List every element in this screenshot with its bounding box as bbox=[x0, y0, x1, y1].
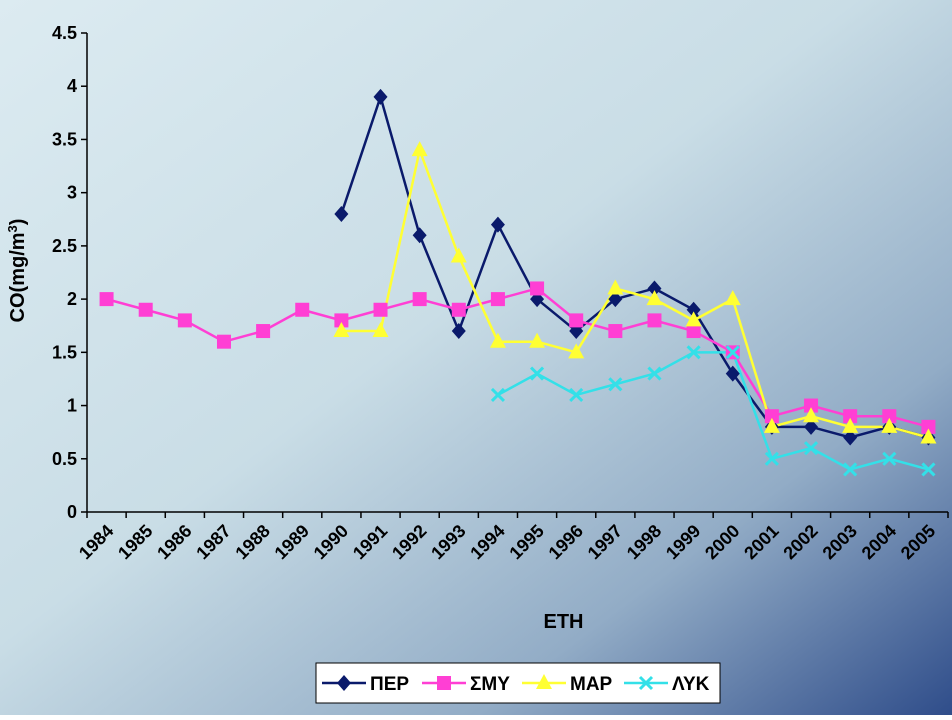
y-axis-title-base: CO(mg/m bbox=[7, 232, 29, 322]
data-point-1-21 bbox=[921, 419, 936, 434]
data-point-1-14 bbox=[647, 313, 662, 328]
data-point-2-19 bbox=[842, 417, 859, 433]
series-markers-1 bbox=[99, 281, 936, 434]
data-point-3-20 bbox=[882, 451, 897, 466]
data-point-0-14 bbox=[647, 280, 662, 297]
series-line-3 bbox=[497, 351, 929, 471]
data-point-1-13 bbox=[608, 324, 623, 339]
data-point-0-18 bbox=[804, 418, 819, 435]
data-point-2-13 bbox=[607, 279, 624, 295]
data-point-3-10 bbox=[490, 387, 505, 402]
data-point-2-15 bbox=[685, 311, 702, 327]
data-point-1-4 bbox=[256, 324, 271, 339]
y-tick-label: 1 bbox=[67, 396, 77, 416]
data-point-1-7 bbox=[373, 302, 388, 317]
y-axis-title-sup: 3 bbox=[5, 225, 20, 232]
data-point-1-9 bbox=[451, 302, 466, 317]
data-point-1-2 bbox=[177, 313, 192, 328]
series-markers bbox=[99, 88, 937, 477]
y-tick-label: 3 bbox=[67, 183, 77, 203]
legend-marker-1 bbox=[437, 676, 451, 690]
data-point-2-12 bbox=[568, 343, 585, 359]
data-point-3-13 bbox=[608, 377, 623, 392]
data-point-2-9 bbox=[450, 247, 467, 263]
y-tick-label: 0 bbox=[67, 502, 77, 522]
data-point-2-10 bbox=[489, 332, 506, 348]
y-axis-title-close: ) bbox=[7, 219, 29, 226]
legend-marker-3 bbox=[638, 675, 654, 691]
data-point-1-10 bbox=[490, 292, 505, 307]
legend-marker-0 bbox=[337, 675, 351, 691]
legend-label-3: ΛΥΚ bbox=[672, 674, 710, 695]
legend-label-0: ΠΕΡ bbox=[370, 674, 409, 695]
data-point-0-15 bbox=[686, 301, 701, 318]
y-axis-title: CO(mg/m3) bbox=[5, 219, 30, 323]
data-point-0-19 bbox=[843, 429, 858, 446]
data-point-1-15 bbox=[686, 324, 701, 339]
legend-label-2: ΜΑΡ bbox=[570, 674, 613, 695]
y-tick-label: 0.5 bbox=[52, 449, 77, 469]
data-point-0-6 bbox=[334, 205, 349, 222]
y-tick-label: 1.5 bbox=[52, 342, 77, 362]
y-tick-label: 2.5 bbox=[52, 236, 77, 256]
series-lines bbox=[106, 92, 929, 471]
data-point-3-16 bbox=[725, 345, 740, 360]
data-point-1-11 bbox=[530, 281, 545, 296]
data-point-1-3 bbox=[216, 334, 231, 349]
x-axis-title: ΕΤΗ bbox=[544, 611, 584, 633]
data-point-2-18 bbox=[803, 407, 820, 423]
legend: ΠΕΡ ΣΜΥ ΜΑΡ ΛΥΚ bbox=[315, 662, 721, 704]
data-point-1-20 bbox=[882, 409, 897, 424]
data-point-1-0 bbox=[99, 292, 114, 307]
data-point-1-8 bbox=[412, 292, 427, 307]
data-point-2-21 bbox=[920, 428, 937, 444]
data-point-2-11 bbox=[529, 332, 546, 348]
data-point-0-7 bbox=[373, 88, 388, 105]
series-line-1 bbox=[106, 287, 929, 429]
data-point-3-12 bbox=[569, 387, 584, 402]
y-tick-label: 3.5 bbox=[52, 129, 77, 149]
data-point-2-7 bbox=[372, 322, 389, 338]
data-point-3-19 bbox=[843, 462, 858, 477]
data-point-2-8 bbox=[411, 141, 428, 157]
data-point-1-1 bbox=[138, 302, 153, 317]
data-point-0-9 bbox=[451, 323, 466, 340]
series-line-2 bbox=[341, 145, 929, 439]
legend-label-1: ΣΜΥ bbox=[470, 674, 510, 695]
data-point-1-18 bbox=[804, 398, 819, 413]
data-point-3-11 bbox=[530, 366, 545, 381]
data-point-0-8 bbox=[412, 227, 427, 244]
data-point-1-6 bbox=[334, 313, 349, 328]
data-point-2-14 bbox=[646, 290, 663, 306]
series-markers-2 bbox=[333, 141, 937, 444]
data-point-2-17 bbox=[763, 417, 780, 433]
data-point-3-17 bbox=[764, 451, 779, 466]
data-point-1-19 bbox=[843, 409, 858, 424]
data-point-0-13 bbox=[608, 291, 623, 308]
y-tick-label: 4 bbox=[67, 76, 77, 96]
legend-marker-2 bbox=[536, 674, 552, 689]
data-point-3-15 bbox=[686, 345, 701, 360]
data-point-2-6 bbox=[333, 322, 350, 338]
data-point-1-12 bbox=[569, 313, 584, 328]
data-point-2-16 bbox=[724, 290, 741, 306]
data-point-1-5 bbox=[295, 302, 310, 317]
y-tick-label: 2 bbox=[67, 289, 77, 309]
y-tick-label: 4.5 bbox=[52, 23, 77, 43]
data-point-3-14 bbox=[647, 366, 662, 381]
data-point-0-16 bbox=[725, 365, 740, 382]
data-point-3-21 bbox=[921, 462, 936, 477]
series-markers-3 bbox=[490, 345, 936, 477]
data-point-3-18 bbox=[803, 441, 819, 456]
data-point-2-20 bbox=[881, 417, 898, 433]
data-point-0-10 bbox=[490, 216, 505, 233]
data-point-1-17 bbox=[764, 409, 779, 424]
